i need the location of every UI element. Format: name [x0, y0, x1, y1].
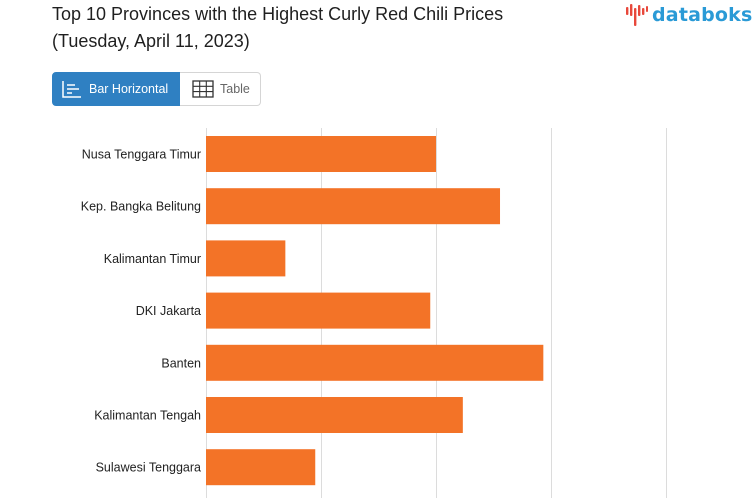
- table-grid-icon: [192, 80, 214, 98]
- bar[interactable]: [206, 240, 286, 277]
- category-label: Nusa Tenggara Timur: [82, 148, 201, 162]
- category-label: Kep. Bangka Belitung: [81, 200, 201, 214]
- brand-logo[interactable]: databoks: [625, 2, 753, 28]
- bar[interactable]: [206, 188, 501, 225]
- bar-horizontal-button[interactable]: Bar Horizontal: [52, 72, 180, 106]
- table-label: Table: [220, 82, 250, 96]
- chart-title: Top 10 Provinces with the Highest Curly …: [52, 1, 572, 55]
- category-label: Banten: [161, 356, 201, 370]
- category-labels: Nusa Tenggara Timur Kep. Bangka Belitung K…: [81, 148, 201, 475]
- bar[interactable]: [206, 397, 463, 433]
- chart-title-line2: (Tuesday, April 11, 2023): [52, 31, 250, 51]
- bar-chart-icon: [62, 81, 81, 98]
- bar[interactable]: [206, 449, 316, 486]
- bar[interactable]: [206, 344, 544, 381]
- bars: [206, 136, 544, 486]
- table-button[interactable]: Table: [180, 72, 261, 106]
- category-label: Sulawesi Tenggara: [96, 461, 201, 475]
- chart-title-line1: Top 10 Provinces with the Highest Curly …: [52, 4, 504, 24]
- category-label: Kalimantan Tengah: [94, 409, 201, 423]
- brand-name: databoks: [652, 4, 753, 26]
- bar[interactable]: [206, 136, 436, 172]
- bar-horizontal-label: Bar Horizontal: [89, 82, 169, 96]
- category-label: Kalimantan Timur: [104, 252, 201, 266]
- bar[interactable]: [206, 292, 431, 329]
- category-label: DKI Jakarta: [136, 304, 201, 318]
- databoks-logo-icon: [626, 4, 648, 26]
- view-toggle: Bar Horizontal Table: [52, 72, 261, 106]
